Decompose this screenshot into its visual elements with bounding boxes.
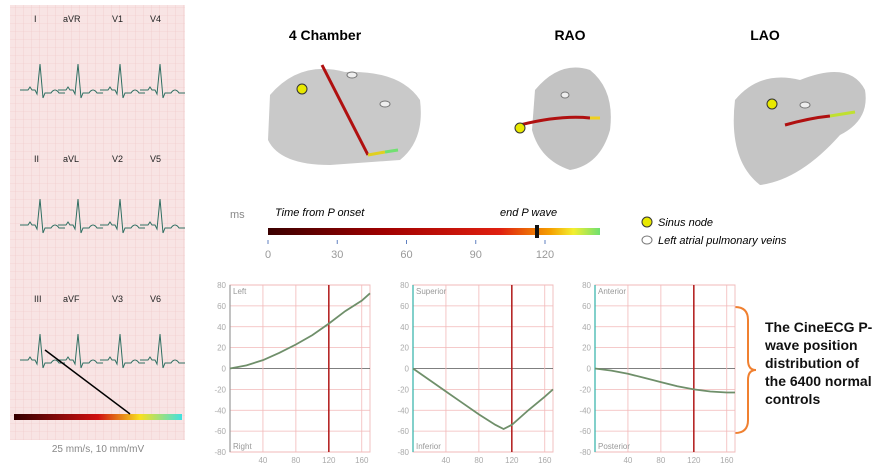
end-p-marker [535,225,539,238]
x-tick-label: 160 [720,456,734,465]
heart-4ch [268,65,421,165]
lead-label: V5 [150,154,161,164]
y-tick-label: 0 [222,365,227,374]
time-tick-label: 30 [331,249,343,261]
lead-label: aVL [63,154,79,164]
x-tick-label: 40 [258,456,267,465]
legend-text: Sinus node [658,217,713,229]
y-tick-label: -80 [579,448,591,457]
legend-text: Left atrial pulmonary veins [658,235,787,247]
x-tick-label: 80 [291,456,300,465]
y-tick-label: 20 [582,344,591,353]
lead-label: aVR [63,14,81,24]
lead-label: V4 [150,14,161,24]
y-tick-label: 0 [587,365,592,374]
time-tick-label: 90 [470,249,482,261]
brace [735,307,756,433]
lead-label: II [34,154,39,164]
y-tick-label: -40 [214,406,226,415]
y-tick-label: -60 [397,427,409,436]
y-tick-label: -60 [214,427,226,436]
top-label: Superior [416,287,447,296]
y-tick-label: 0 [405,365,410,374]
legend-swatch [642,217,652,227]
time-end-label: end P wave [500,207,557,219]
lead-label: III [34,294,42,304]
y-tick-label: 40 [217,323,226,332]
y-tick-label: 80 [582,281,591,290]
time-tick-label: 60 [400,249,412,261]
x-tick-label: 120 [322,456,336,465]
x-tick-label: 120 [687,456,701,465]
figure-svg: I aVR V1 V4 II aVL V2 V5 III aVF V3 V6 2… [0,0,885,465]
x-tick-label: 40 [441,456,450,465]
top-label: Left [233,287,247,296]
top-label: Anterior [598,287,626,296]
time-start-label: Time from P onset [275,207,365,219]
lead-label: V3 [112,294,123,304]
caption: The CineECG P-wave position distribution… [765,318,883,408]
x-tick-label: 160 [538,456,552,465]
y-tick-label: -80 [214,448,226,457]
time-tick-label: 0 [265,249,271,261]
y-tick-label: -60 [579,427,591,436]
y-tick-label: 60 [582,302,591,311]
y-tick-label: -20 [397,385,409,394]
y-tick-label: -20 [214,385,226,394]
view-title: 4 Chamber [289,27,362,43]
y-tick-label: -20 [579,385,591,394]
y-tick-label: 80 [400,281,409,290]
x-tick-label: 160 [355,456,369,465]
x-tick-label: 120 [505,456,519,465]
time-unit: ms [230,209,245,221]
x-tick-label: 40 [623,456,632,465]
y-tick-label: 60 [217,302,226,311]
x-tick-label: 80 [656,456,665,465]
lead-label: V2 [112,154,123,164]
lead-label: V6 [150,294,161,304]
ecg-color-bar [14,414,182,420]
view-title: RAO [554,27,585,43]
y-tick-label: 40 [400,323,409,332]
y-tick-label: -80 [397,448,409,457]
y-tick-label: 80 [217,281,226,290]
lead-label: aVF [63,294,80,304]
y-tick-label: -40 [397,406,409,415]
ecg-footer: 25 mm/s, 10 mm/mV [52,444,145,455]
heart-lao [734,72,866,185]
lead-label: V1 [112,14,123,24]
bottom-label: Right [233,442,252,451]
ecg-panel [10,5,185,440]
y-tick-label: 20 [217,344,226,353]
legend-swatch [642,236,652,244]
y-tick-label: 60 [400,302,409,311]
y-tick-label: -40 [579,406,591,415]
bottom-label: Posterior [598,442,630,451]
x-tick-label: 80 [474,456,483,465]
view-title: LAO [750,27,780,43]
y-tick-label: 20 [400,344,409,353]
figure: I aVR V1 V4 II aVL V2 V5 III aVF V3 V6 2… [0,0,885,465]
y-tick-label: 40 [582,323,591,332]
lead-label: I [34,14,37,24]
heart-rao [515,68,611,171]
bottom-label: Inferior [416,442,441,451]
time-tick-label: 120 [536,249,554,261]
time-color-bar [268,228,600,235]
